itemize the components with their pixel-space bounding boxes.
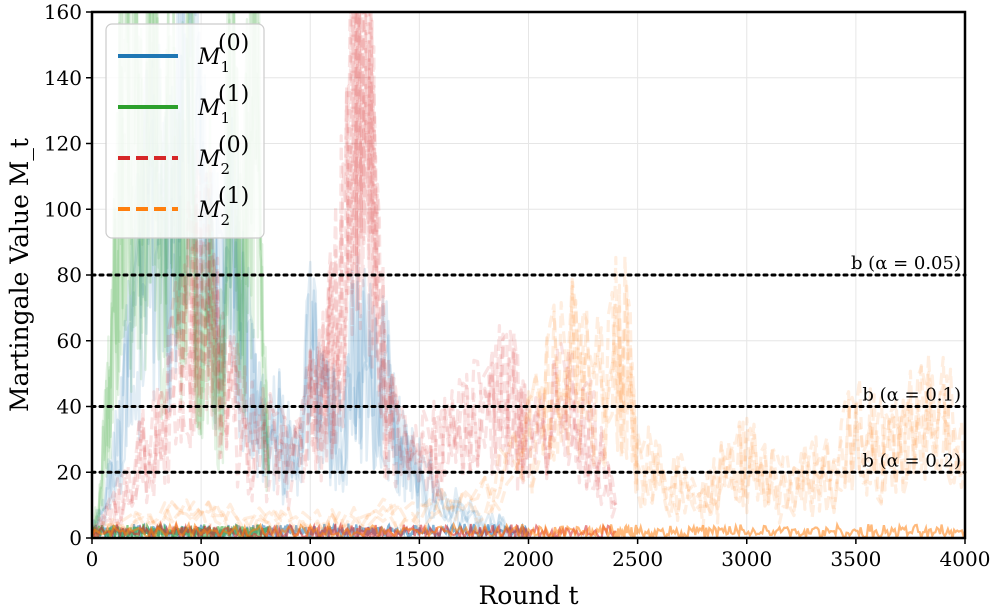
y-tick-label: 100 bbox=[44, 197, 82, 221]
threshold-label-2: b (α = 0.2) bbox=[862, 450, 961, 471]
series-line-3-trace-0 bbox=[92, 299, 965, 535]
axes: 0 500 1000 1500 2000 2500 3000 3500 4000 0 20 40 60 8… bbox=[5, 0, 990, 610]
legend-label-3: M2 bbox=[197, 198, 230, 229]
y-tick-label: 20 bbox=[57, 460, 82, 484]
legend-label-sup-1: (1) bbox=[218, 82, 249, 107]
threshold-label-1: b (α = 0.1) bbox=[862, 385, 961, 406]
series-line-2-trace-3 bbox=[92, 12, 617, 538]
x-tick-label: 3000 bbox=[721, 547, 772, 571]
series-line-1-trace-3 bbox=[92, 12, 270, 538]
legend-label-main: M bbox=[197, 147, 221, 172]
legend: M1(0)M1(1)M2(0)M2(1) bbox=[105, 23, 265, 239]
legend-label-sub: 1 bbox=[221, 109, 231, 127]
series-line-3-baseline bbox=[92, 520, 965, 538]
x-tick-label: 1500 bbox=[394, 547, 445, 571]
x-tick-label: 2000 bbox=[503, 547, 554, 571]
y-axis-title: Martingale Value M_t bbox=[5, 138, 34, 412]
legend-label-main: M bbox=[197, 198, 221, 223]
series-line-2-trace-2 bbox=[92, 12, 618, 538]
threshold-label-0: b (α = 0.05) bbox=[851, 253, 961, 274]
legend-label-2: M2 bbox=[197, 147, 230, 178]
legend-label-sup-2: (0) bbox=[218, 133, 249, 158]
y-tick-label: 80 bbox=[57, 263, 82, 287]
threshold-lines: b (α = 0.05) b (α = 0.1) b (α = 0.2) bbox=[90, 253, 967, 474]
x-tick-label: 4000 bbox=[940, 547, 991, 571]
legend-label-1: M1 bbox=[197, 96, 230, 127]
legend-label-0: M1 bbox=[197, 45, 230, 76]
legend-label-main: M bbox=[197, 45, 221, 70]
y-tick-label: 0 bbox=[69, 526, 82, 550]
series-line-2-trace-1 bbox=[92, 12, 618, 534]
y-tick-label: 140 bbox=[44, 66, 82, 90]
series-line-0-trace-1 bbox=[92, 12, 530, 538]
legend-label-sup-3: (1) bbox=[218, 184, 249, 209]
y-tick-label: 60 bbox=[57, 329, 82, 353]
legend-label-sub: 2 bbox=[221, 211, 231, 229]
x-tick-label: 0 bbox=[86, 547, 99, 571]
y-tick-label: 120 bbox=[44, 132, 82, 156]
y-tick-label: 160 bbox=[44, 0, 82, 24]
legend-label-sup-0: (0) bbox=[218, 31, 249, 56]
x-tick-label: 2500 bbox=[612, 547, 663, 571]
series-line-3-trace-3 bbox=[92, 280, 965, 538]
y-tick-label: 40 bbox=[57, 395, 82, 419]
legend-label-main: M bbox=[197, 96, 221, 121]
series-traces bbox=[92, 12, 965, 538]
x-axis-title: Round t bbox=[478, 581, 578, 610]
legend-label-sub: 1 bbox=[221, 58, 231, 76]
series-line-3-trace-2 bbox=[92, 284, 965, 538]
x-tick-label: 500 bbox=[182, 547, 220, 571]
legend-label-sub: 2 bbox=[221, 160, 231, 178]
series-line-3-trace-1 bbox=[92, 254, 965, 538]
x-tick-label: 1000 bbox=[285, 547, 336, 571]
x-tick-label: 3500 bbox=[830, 547, 881, 571]
legend-box bbox=[105, 23, 265, 239]
